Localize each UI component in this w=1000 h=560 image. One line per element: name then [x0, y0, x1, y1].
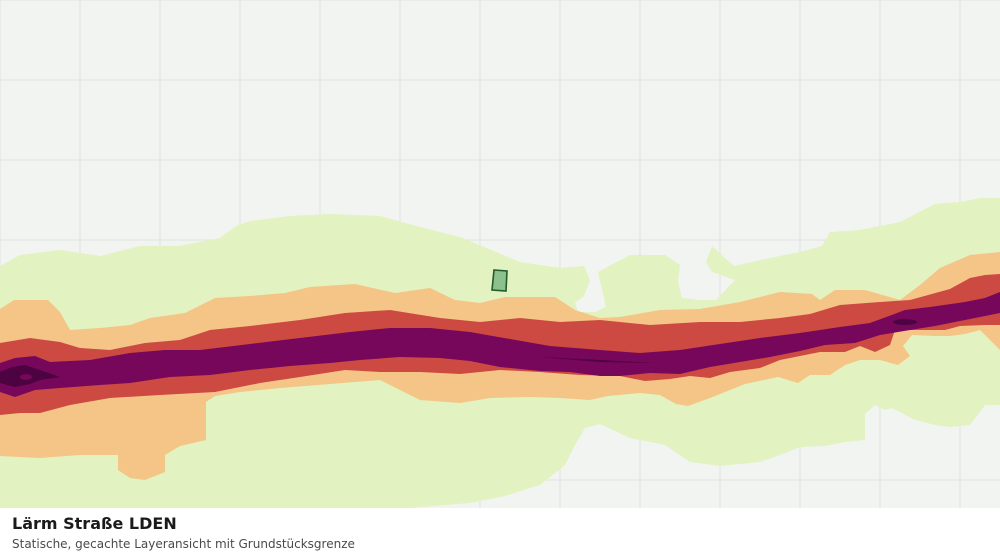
noise-band-5-center	[540, 357, 655, 363]
map-view[interactable]	[0, 0, 1000, 508]
map-caption: Lärm Straße LDEN Statische, gecachte Lay…	[0, 508, 1000, 560]
noise-band-5-east	[893, 319, 917, 325]
layer-title: Lärm Straße LDEN	[12, 514, 177, 533]
property-boundary[interactable]	[491, 269, 508, 292]
noise-band-5-west-core	[20, 374, 32, 380]
noise-band-4	[0, 292, 1000, 397]
layer-subtitle: Statische, gecachte Layeransicht mit Gru…	[12, 537, 355, 551]
noise-map	[0, 0, 1000, 508]
